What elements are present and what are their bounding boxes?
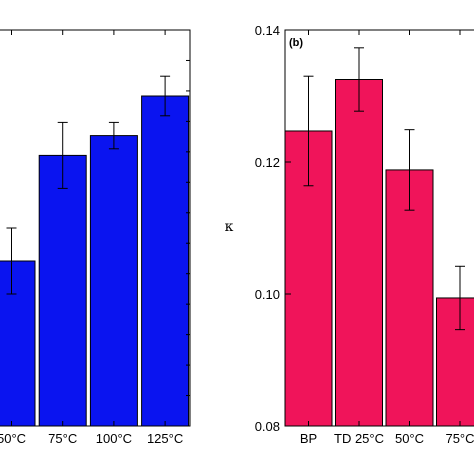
y-tick-label: 0.08 — [255, 419, 280, 434]
x-tick-label: BP — [300, 431, 317, 446]
y-tick-label: 0.14 — [255, 23, 280, 38]
x-tick-label: 50°C — [0, 431, 26, 446]
x-tick-label: 50°C — [395, 431, 424, 446]
bar — [38, 154, 87, 427]
x-tick-label: 100°C — [96, 431, 132, 446]
bar — [385, 169, 434, 427]
bar — [436, 297, 474, 427]
bar — [0, 260, 36, 427]
bar — [335, 79, 383, 427]
x-tick-label: 75°C — [48, 431, 77, 446]
panel-b-label: (b) — [289, 37, 303, 49]
y-tick-label: 0.10 — [255, 287, 280, 302]
x-tick-label: 125°C — [147, 431, 183, 446]
panel-b: BP TD 25°C 50°C 75°C 0.08 0.10 0.12 0.14 — [255, 23, 474, 446]
bar — [141, 95, 190, 427]
y-axis-title: κ — [225, 219, 234, 235]
bar — [89, 135, 138, 427]
x-tick-label: TD 25°C — [334, 431, 384, 446]
panel-a: 50°C 75°C 100°C 125°C — [0, 29, 190, 446]
y-tick-label: 0.12 — [255, 155, 280, 170]
x-tick-label: 75°C — [445, 431, 474, 446]
